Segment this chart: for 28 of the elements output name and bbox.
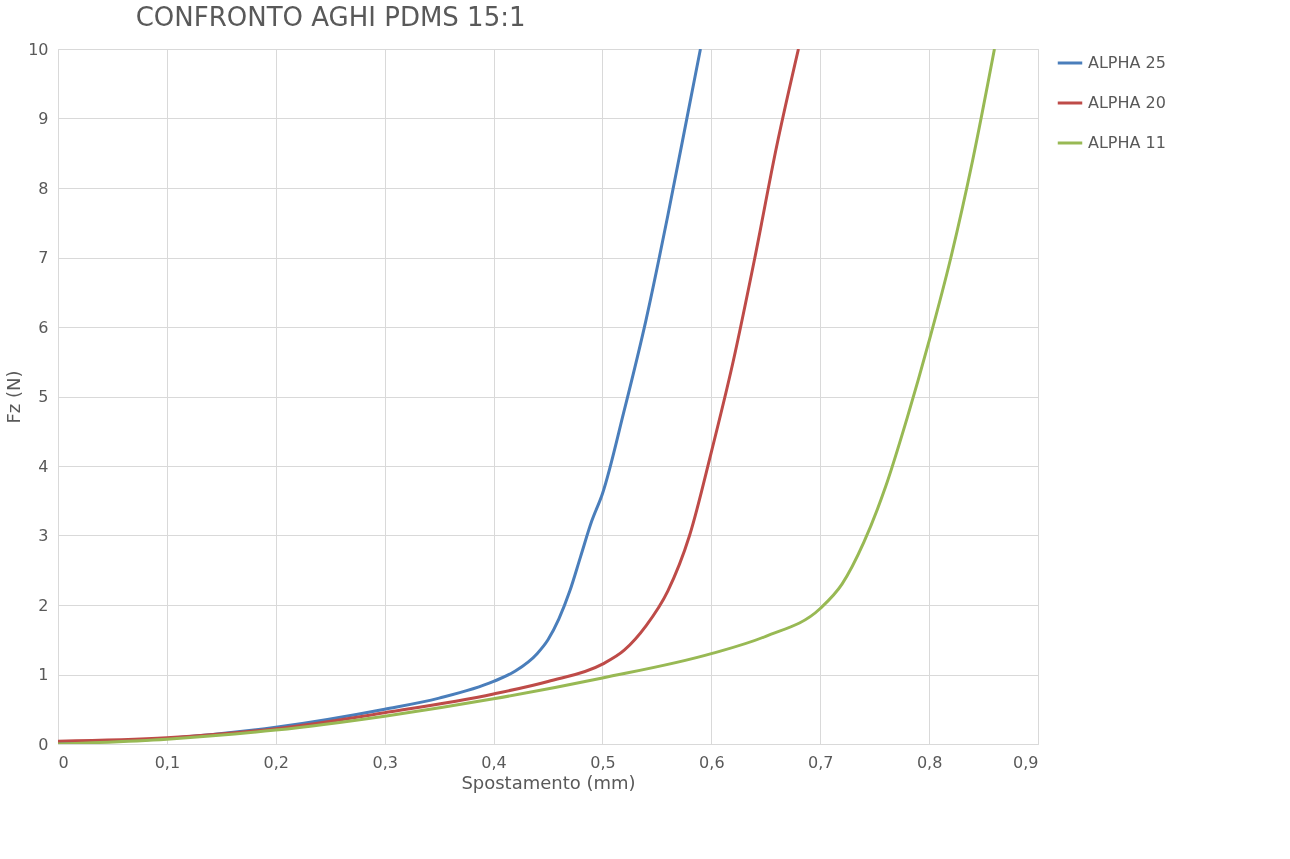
chart-title: CONFRONTO AGHI PDMS 15:1	[135, 2, 526, 32]
x-tick-label: 0,9	[1013, 752, 1039, 772]
legend-label: ALPHA 25	[1088, 53, 1166, 72]
x-tick-label: 0,2	[263, 752, 289, 772]
legend-label: ALPHA 11	[1088, 133, 1166, 152]
y-tick-label: 2	[38, 595, 49, 615]
x-tick-label: 0,8	[916, 752, 943, 772]
legend-label: ALPHA 20	[1088, 93, 1166, 112]
x-tick-label: 0,3	[372, 752, 398, 772]
y-tick-label: 7	[38, 248, 49, 267]
y-tick-label: 5	[38, 387, 49, 406]
x-tick-label: 0,7	[808, 752, 834, 772]
x-tick-label: 0,4	[481, 752, 507, 772]
y-tick-label: 6	[38, 317, 49, 337]
y-tick-label: 3	[38, 526, 49, 545]
x-tick-label: 0,5	[590, 752, 616, 772]
x-tick-label: 0,1	[154, 752, 181, 772]
y-axis-title: Fz (N)	[3, 370, 25, 424]
y-tick-label: 8	[38, 178, 49, 198]
y-tick-label: 4	[38, 456, 49, 476]
y-tick-label: 10	[28, 39, 49, 59]
x-tick-label: 0	[58, 752, 69, 772]
line-series	[58, 49, 996, 744]
x-axis-title: Spostamento (mm)	[461, 771, 636, 793]
x-tick-label: 0,6	[699, 752, 725, 772]
y-tick-label: 1	[38, 665, 49, 684]
y-tick-label: 9	[38, 109, 49, 128]
y-tick-label: 0	[38, 734, 49, 754]
